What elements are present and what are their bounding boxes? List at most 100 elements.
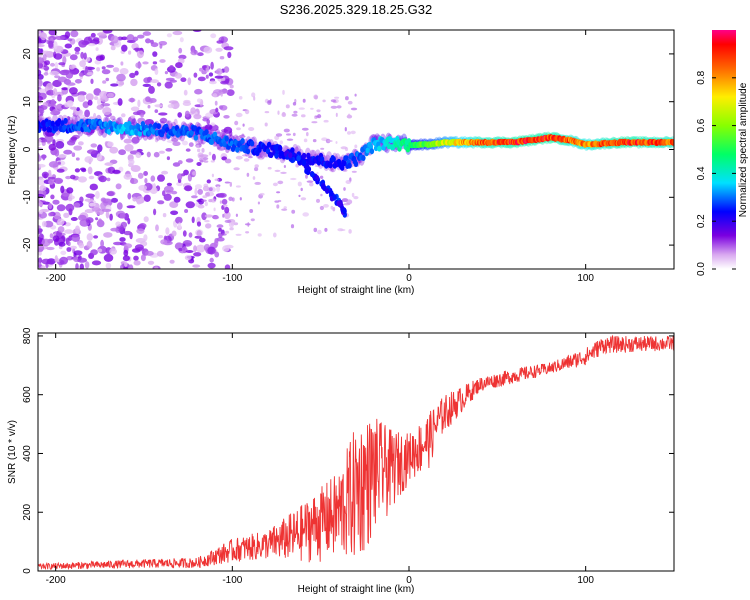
noise-blob xyxy=(102,30,113,34)
noise-blob xyxy=(119,68,129,75)
noise-blob xyxy=(347,113,351,117)
noise-blob xyxy=(120,61,124,66)
noise-blob xyxy=(282,89,285,95)
noise-blob xyxy=(48,212,54,217)
noise-blob xyxy=(144,119,154,126)
noise-blob xyxy=(253,96,256,101)
colorbar-label: Normalized spectral amplitude xyxy=(738,82,749,217)
noise-blob xyxy=(105,262,112,269)
noise-blob xyxy=(216,237,225,242)
noise-blob xyxy=(229,84,234,89)
noise-blob xyxy=(75,157,80,161)
noise-blob xyxy=(89,202,96,207)
noise-blob xyxy=(351,170,357,173)
noise-blob xyxy=(67,241,71,247)
noise-blob xyxy=(38,62,44,69)
noise-blob xyxy=(110,83,119,87)
y-tick-label: 20 xyxy=(22,48,33,60)
noise-blob xyxy=(241,154,248,157)
noise-blob xyxy=(48,30,57,36)
noise-blob xyxy=(259,192,265,196)
noise-blob xyxy=(300,187,303,192)
noise-blob xyxy=(106,64,114,68)
noise-blob xyxy=(303,138,308,143)
noise-blob xyxy=(121,113,126,118)
noise-blob xyxy=(211,173,214,178)
noise-blob xyxy=(39,185,47,192)
noise-blob xyxy=(38,200,43,207)
noise-blob xyxy=(129,72,136,78)
noise-blob xyxy=(250,218,255,222)
noise-blob xyxy=(157,200,165,205)
noise-blob xyxy=(140,113,144,118)
noise-blob xyxy=(95,190,100,199)
noise-blob xyxy=(191,216,195,224)
noise-blob xyxy=(56,204,66,212)
noise-blob xyxy=(41,258,51,265)
noise-blob xyxy=(156,250,164,257)
noise-blob xyxy=(127,218,131,225)
noise-blob xyxy=(223,115,230,119)
noise-blob xyxy=(211,153,216,161)
x-tick-label: -100 xyxy=(222,273,242,284)
noise-blob xyxy=(64,229,74,234)
noise-blob xyxy=(52,88,58,96)
noise-blob xyxy=(207,262,216,269)
noise-blob xyxy=(233,222,239,226)
noise-blob xyxy=(38,138,42,143)
noise-blob xyxy=(221,156,227,161)
noise-blob xyxy=(238,96,243,100)
trace-core xyxy=(342,160,347,167)
noise-blob xyxy=(80,51,85,59)
noise-blob xyxy=(215,107,219,113)
noise-blob xyxy=(267,100,272,105)
noise-blob xyxy=(175,62,183,69)
noise-blob xyxy=(41,171,49,178)
noise-blob xyxy=(137,34,145,39)
noise-blob xyxy=(347,131,351,135)
noise-blob xyxy=(93,96,99,101)
trace-core xyxy=(301,152,307,159)
trace-core xyxy=(405,146,411,153)
noise-blob xyxy=(98,175,107,183)
noise-blob xyxy=(164,81,173,89)
noise-blob xyxy=(79,196,84,203)
noise-blob xyxy=(223,126,233,134)
spectrogram-x-label: Height of straight line (km) xyxy=(298,285,415,296)
noise-blob xyxy=(143,77,151,84)
noise-blob xyxy=(281,208,288,211)
noise-blob xyxy=(52,235,60,242)
noise-blob xyxy=(79,263,84,269)
noise-blob xyxy=(180,77,187,82)
noise-blob xyxy=(85,217,94,224)
noise-blob xyxy=(280,171,287,174)
noise-blob xyxy=(348,229,352,234)
noise-blob xyxy=(286,133,291,136)
noise-blob xyxy=(78,72,84,77)
noise-blob xyxy=(143,216,149,223)
x-tick-label: -100 xyxy=(222,575,242,586)
noise-blob xyxy=(301,127,309,131)
snr-y-label: SNR (10 * v/v) xyxy=(7,420,18,484)
noise-blob xyxy=(174,72,182,79)
noise-blob xyxy=(89,183,99,191)
noise-blob xyxy=(194,187,198,196)
noise-blob xyxy=(295,163,300,168)
noise-blob xyxy=(146,151,151,158)
noise-blob xyxy=(40,265,46,269)
noise-blob xyxy=(112,169,121,174)
noise-blob xyxy=(223,211,231,220)
branch-blob xyxy=(277,145,283,152)
noise-blob xyxy=(97,98,101,106)
noise-blob xyxy=(190,107,196,114)
noise-blob xyxy=(194,184,203,190)
noise-blob xyxy=(235,155,243,160)
noise-blob xyxy=(344,127,347,132)
noise-blob xyxy=(298,107,305,110)
noise-blob xyxy=(42,154,46,161)
noise-blob xyxy=(75,263,79,269)
noise-blob xyxy=(41,139,48,143)
noise-blob xyxy=(184,255,192,261)
noise-blob xyxy=(58,62,66,66)
